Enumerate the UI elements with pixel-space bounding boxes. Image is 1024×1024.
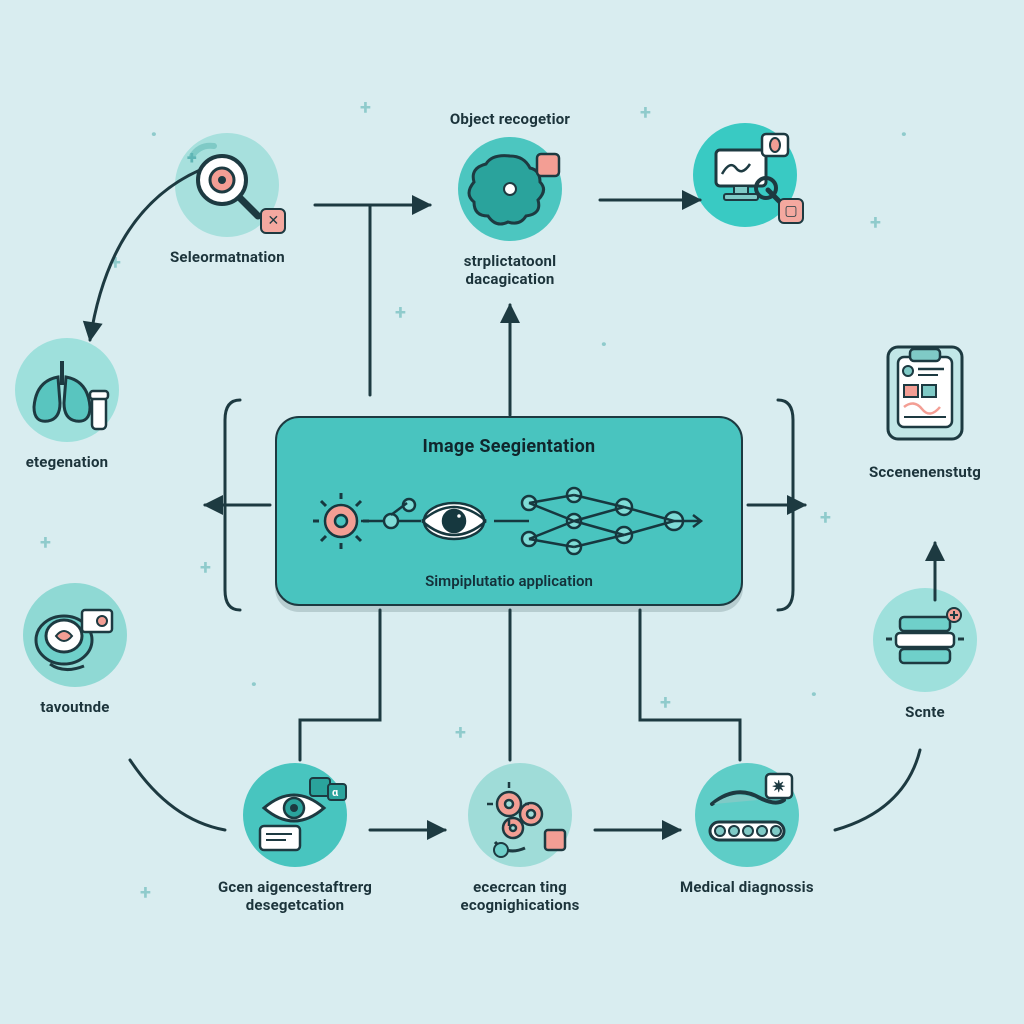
edge-bracket_left- [225, 400, 240, 610]
edge-botC-rightB [835, 750, 920, 830]
node-label-top: Object recogetior [450, 110, 570, 128]
node-label: Medical diagnossis [680, 878, 814, 896]
sparkle: · [900, 120, 908, 150]
badge-icon: ▢ [778, 198, 804, 224]
sparkle: + [140, 880, 151, 904]
node-rightB: Scnte [870, 585, 980, 721]
node-label: Seleormatnation [170, 248, 285, 266]
center-card: Image Seegientation [275, 416, 743, 606]
node-label: ececrcan ting ecognighications [440, 878, 600, 914]
edge-bracket_right- [778, 400, 793, 610]
node-botC: ✷ Medical diagnossis [680, 760, 814, 896]
edge-conn_center_down_left- [300, 610, 380, 760]
edge-leftB-botA [130, 760, 225, 830]
device-icon [20, 580, 130, 690]
sparkle: + [870, 210, 881, 234]
sparkle: · [250, 670, 258, 700]
svg-text:α: α [332, 786, 339, 799]
node-label: Gcen aigencestaftrerg desegetcation [215, 878, 375, 914]
node-label: strplictatoonl dacagication [430, 252, 590, 288]
sparkle: + [200, 555, 211, 579]
magnifier-icon: +✕ [172, 130, 282, 240]
node-topC: ▢ [690, 120, 800, 230]
sparkle: + [360, 95, 371, 119]
center-subtitle: Simpiplutatio application [425, 572, 593, 590]
node-topA: +✕Seleormatnation [170, 130, 285, 266]
node-label: Scnte [905, 703, 945, 721]
edge-conn_center_down_right- [640, 610, 740, 760]
node-label: Sccenenenstutg [869, 463, 981, 481]
sparkle: · [600, 330, 608, 360]
blob-icon [455, 134, 565, 244]
node-label: etegenation [26, 453, 109, 471]
sparkle: + [640, 100, 651, 124]
sparkle: · [810, 680, 818, 710]
sparkle: · [150, 120, 158, 150]
node-leftA: etegenation [12, 335, 122, 471]
node-rightA: Sccenenenstutg [860, 325, 990, 481]
monitor-icon: ▢ [690, 120, 800, 230]
gears-icon [465, 760, 575, 870]
sparkle: + [395, 300, 406, 324]
sparkle: + [820, 505, 831, 529]
stack-icon [870, 585, 980, 695]
sparkle: + [110, 250, 121, 274]
svg-text:✷: ✷ [772, 777, 785, 796]
node-botA: α Gcen aigencestaftrerg desegetcation [215, 760, 375, 914]
sparkle: + [660, 690, 671, 714]
badge-icon: ✕ [260, 208, 286, 234]
node-label: tavoutnde [40, 698, 109, 716]
lungs-icon [12, 335, 122, 445]
conveyor-icon: ✷ [692, 760, 802, 870]
sparkle: + [40, 530, 51, 554]
sparkle: + [455, 720, 466, 744]
svg-text:+: + [187, 148, 197, 169]
center-title: Image Seegientation [423, 436, 596, 457]
node-botB: ececrcan ting ecognighications [440, 760, 600, 914]
eye-card-icon: α [240, 760, 350, 870]
node-topB: Object recogetior strplictatoonl dacagic… [430, 110, 590, 288]
clipboard-icon [860, 325, 990, 455]
node-leftB: tavoutnde [20, 580, 130, 716]
